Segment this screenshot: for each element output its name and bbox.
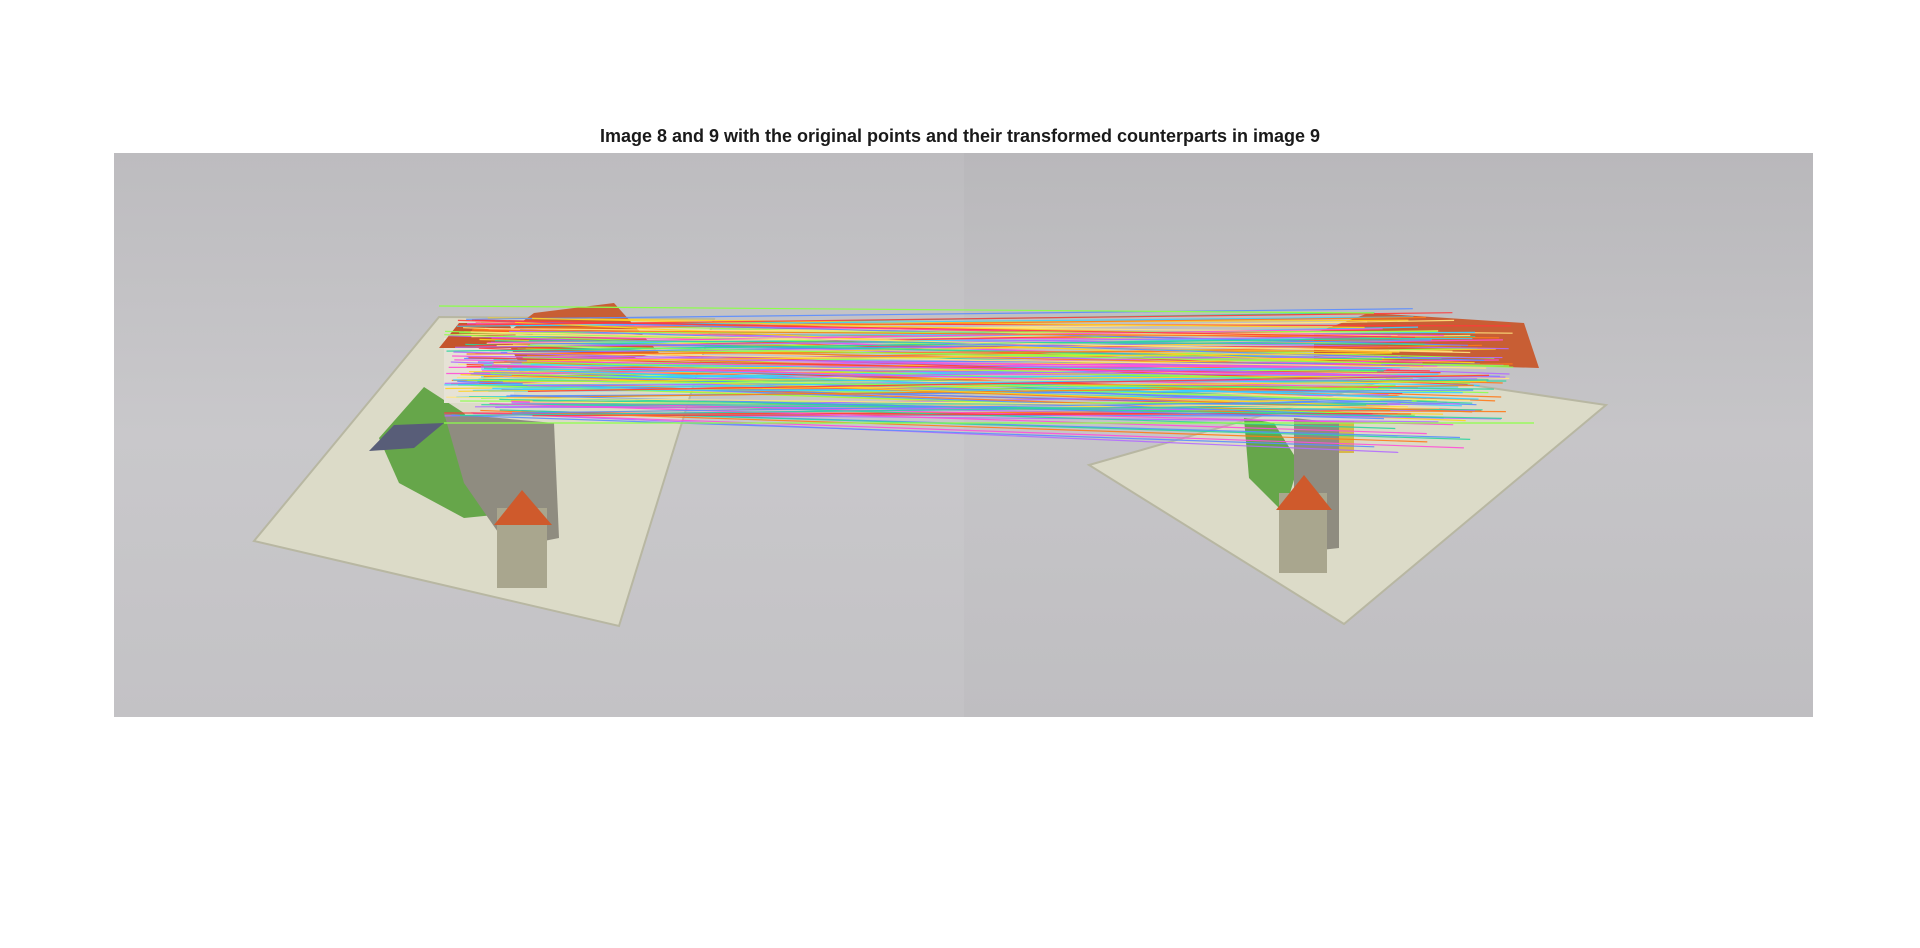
shadow bbox=[369, 423, 444, 451]
match-line bbox=[454, 359, 1461, 378]
match-line bbox=[471, 412, 1464, 449]
figure-title: Image 8 and 9 with the original points a… bbox=[599, 126, 1321, 146]
match-lines bbox=[438, 305, 1534, 453]
match-line bbox=[470, 373, 1477, 406]
match-line bbox=[487, 317, 1365, 329]
match-line bbox=[490, 372, 1417, 402]
match-line bbox=[515, 414, 1399, 453]
match-line bbox=[453, 351, 1391, 376]
match-line bbox=[507, 351, 1487, 369]
match-line bbox=[487, 328, 1383, 344]
match-line bbox=[526, 352, 1392, 362]
match-line bbox=[474, 319, 1416, 338]
match-line bbox=[527, 374, 1490, 392]
match-line bbox=[471, 329, 1500, 339]
match-line bbox=[520, 329, 1485, 361]
tower-roof bbox=[1276, 475, 1332, 510]
match-line bbox=[466, 308, 1413, 320]
match-line bbox=[470, 384, 1416, 416]
image-8 bbox=[114, 153, 964, 717]
match-line bbox=[470, 331, 1471, 354]
match-line bbox=[452, 355, 1400, 370]
match-line bbox=[480, 366, 1506, 378]
match-line bbox=[446, 396, 1408, 408]
match-line bbox=[460, 374, 1408, 408]
stitched-photo bbox=[114, 153, 1813, 717]
match-line bbox=[502, 374, 1483, 383]
match-line bbox=[438, 305, 1375, 314]
match-line bbox=[480, 409, 1428, 443]
match-line bbox=[473, 316, 1426, 330]
match-line bbox=[451, 414, 1375, 448]
tower-roof bbox=[494, 490, 552, 525]
match-line bbox=[495, 403, 1388, 405]
match-line bbox=[506, 384, 1474, 399]
match-line bbox=[532, 413, 1373, 417]
match-line bbox=[456, 316, 1414, 327]
match-line bbox=[529, 401, 1440, 409]
match-line bbox=[489, 403, 1427, 435]
match-line bbox=[466, 350, 1389, 355]
match-line bbox=[500, 339, 1432, 354]
match-line bbox=[512, 400, 1412, 414]
match-line bbox=[459, 404, 1367, 417]
match-line bbox=[494, 320, 1469, 346]
match-line bbox=[511, 400, 1454, 426]
match-line bbox=[527, 345, 1510, 367]
match-line bbox=[464, 357, 1369, 365]
